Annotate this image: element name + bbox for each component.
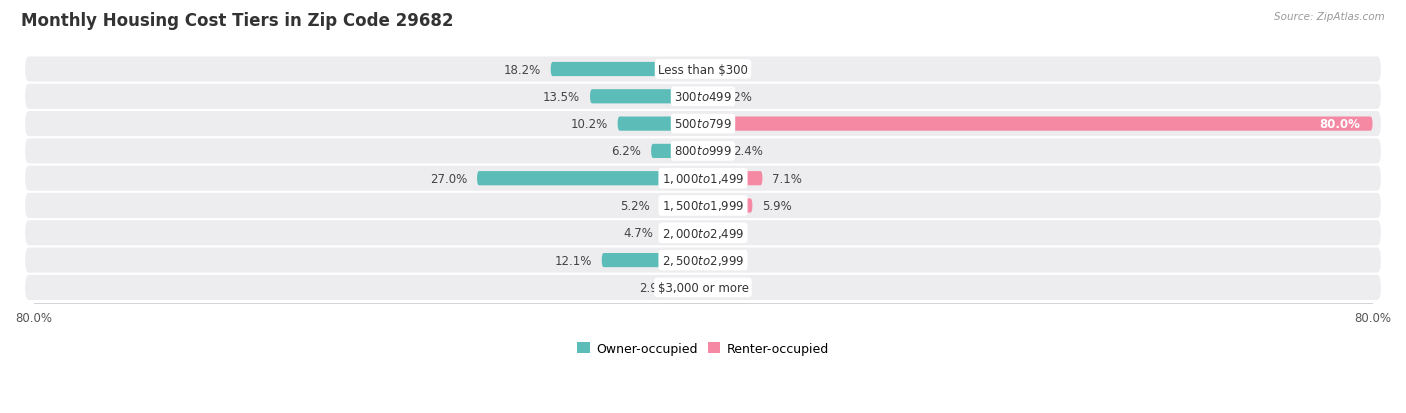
FancyBboxPatch shape bbox=[659, 199, 703, 213]
FancyBboxPatch shape bbox=[617, 117, 703, 131]
Text: 80.0%: 80.0% bbox=[1319, 118, 1360, 131]
FancyBboxPatch shape bbox=[602, 254, 703, 268]
Legend: Owner-occupied, Renter-occupied: Owner-occupied, Renter-occupied bbox=[578, 342, 828, 355]
Text: 10.2%: 10.2% bbox=[571, 118, 607, 131]
Text: 5.9%: 5.9% bbox=[762, 199, 792, 212]
Text: 13.5%: 13.5% bbox=[543, 90, 581, 104]
FancyBboxPatch shape bbox=[703, 90, 713, 104]
Text: $2,000 to $2,499: $2,000 to $2,499 bbox=[662, 226, 744, 240]
Text: $800 to $999: $800 to $999 bbox=[673, 145, 733, 158]
FancyBboxPatch shape bbox=[703, 117, 1372, 131]
FancyBboxPatch shape bbox=[25, 221, 1381, 246]
FancyBboxPatch shape bbox=[25, 139, 1381, 164]
Text: 1.2%: 1.2% bbox=[723, 90, 754, 104]
Text: 5.2%: 5.2% bbox=[620, 199, 650, 212]
FancyBboxPatch shape bbox=[25, 166, 1381, 191]
FancyBboxPatch shape bbox=[703, 199, 752, 213]
FancyBboxPatch shape bbox=[591, 90, 703, 104]
FancyBboxPatch shape bbox=[25, 57, 1381, 82]
FancyBboxPatch shape bbox=[25, 85, 1381, 109]
Text: 18.2%: 18.2% bbox=[503, 63, 541, 76]
Text: 0.0%: 0.0% bbox=[713, 281, 742, 294]
Text: 27.0%: 27.0% bbox=[430, 172, 467, 185]
FancyBboxPatch shape bbox=[25, 248, 1381, 273]
FancyBboxPatch shape bbox=[651, 145, 703, 159]
Text: Less than $300: Less than $300 bbox=[658, 63, 748, 76]
FancyBboxPatch shape bbox=[703, 145, 723, 159]
Text: 4.7%: 4.7% bbox=[624, 227, 654, 240]
FancyBboxPatch shape bbox=[477, 172, 703, 186]
Text: 2.4%: 2.4% bbox=[733, 145, 763, 158]
Text: Source: ZipAtlas.com: Source: ZipAtlas.com bbox=[1274, 12, 1385, 22]
FancyBboxPatch shape bbox=[664, 226, 703, 240]
Text: $500 to $799: $500 to $799 bbox=[673, 118, 733, 131]
Text: $3,000 or more: $3,000 or more bbox=[658, 281, 748, 294]
Text: 12.1%: 12.1% bbox=[554, 254, 592, 267]
Text: $300 to $499: $300 to $499 bbox=[673, 90, 733, 104]
Text: $1,500 to $1,999: $1,500 to $1,999 bbox=[662, 199, 744, 213]
FancyBboxPatch shape bbox=[25, 275, 1381, 300]
Text: 6.2%: 6.2% bbox=[612, 145, 641, 158]
Text: $2,500 to $2,999: $2,500 to $2,999 bbox=[662, 254, 744, 268]
FancyBboxPatch shape bbox=[703, 172, 762, 186]
FancyBboxPatch shape bbox=[679, 280, 703, 295]
Text: 7.1%: 7.1% bbox=[772, 172, 803, 185]
Text: 2.9%: 2.9% bbox=[638, 281, 669, 294]
FancyBboxPatch shape bbox=[25, 112, 1381, 137]
FancyBboxPatch shape bbox=[551, 63, 703, 77]
Text: 0.0%: 0.0% bbox=[713, 254, 742, 267]
FancyBboxPatch shape bbox=[25, 193, 1381, 218]
Text: 0.0%: 0.0% bbox=[713, 63, 742, 76]
Text: 0.0%: 0.0% bbox=[713, 227, 742, 240]
Text: $1,000 to $1,499: $1,000 to $1,499 bbox=[662, 172, 744, 186]
Text: Monthly Housing Cost Tiers in Zip Code 29682: Monthly Housing Cost Tiers in Zip Code 2… bbox=[21, 12, 454, 30]
